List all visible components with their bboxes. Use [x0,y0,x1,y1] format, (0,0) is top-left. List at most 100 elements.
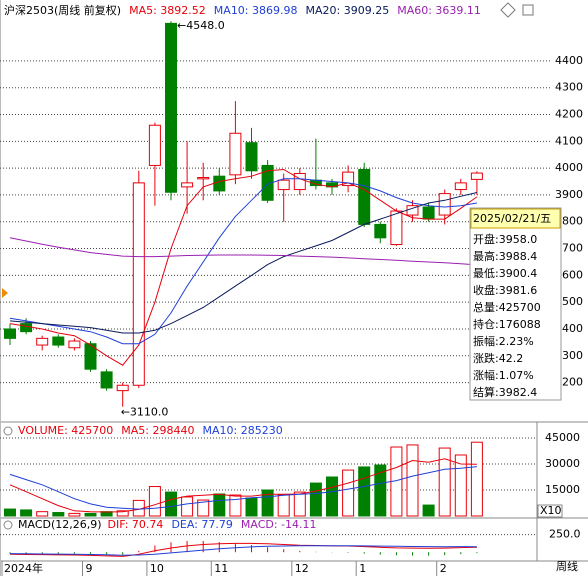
tooltip-row: 总量:425700 [473,300,541,314]
tooltip-row: 收盘:3981.6 [473,283,537,297]
y-tick-label: 45000 [545,431,580,444]
candle-body [422,206,435,220]
volume-bar [36,511,49,517]
volume-bar [52,512,65,517]
unit-box [537,504,563,518]
volume-bar [293,491,306,517]
y-tick-label: 4200 [555,108,583,121]
y-tick-label: 3900 [555,188,583,201]
legend-entry: MACD: -14.11 [241,518,317,531]
x-tick-label: 2024年 [4,561,43,575]
tooltip-row: 持仓:176088 [473,317,541,331]
ma-line [9,168,478,366]
period-label: 周线 [556,559,578,573]
volume-bar [438,447,451,517]
ma-line [9,192,478,334]
candle-body [197,177,210,180]
ma-line [9,466,477,510]
candle-body [470,172,483,180]
volume-bar [181,496,194,517]
volume-bar [470,441,483,517]
legend-entry: MA60: 3639.11 [397,4,481,17]
y-tick-label: 3500 [555,295,583,308]
min-annotation: ←3110.0 [121,406,169,419]
candle-body [229,132,242,176]
tooltip-box [469,207,562,401]
volume-bar [229,494,242,517]
tooltip-row: 最低:3900.4 [473,267,537,280]
legend-entry: MA5: 298440 [121,424,194,437]
volume-bar [84,512,97,517]
tooltip-row: 开盘:3958.0 [473,232,537,246]
tooltip-date-box [470,208,561,229]
icon-square[interactable] [522,4,534,16]
panel-title: MACD(12,26,9) [18,518,102,531]
marks: MA5: 3892.52 MA10: 3869.98 MA20: 3909.25 MA… [0,4,583,576]
ma-line [9,237,477,266]
candle-body [293,172,306,191]
volume-bar [68,512,81,517]
tooltip-row: 涨跌:42.2 [473,351,523,365]
panel-menu-icon[interactable] [3,520,13,530]
x-tick-label: 2 [440,562,447,575]
legend-entry: VOLUME: 425700 [18,424,113,437]
ma-line [9,545,477,556]
candle-body [36,337,49,346]
tooltip-row: 振幅:2.23% [473,334,534,348]
volume-bar [197,499,210,517]
volume-bar [277,494,290,517]
candle-body [68,340,81,349]
tooltip-row: 最高:3988.4 [473,249,537,263]
tooltip: 2025/02/21/五 开盘:3958.0 最高:3988.4 最低:3900.4… [469,207,562,401]
candle-body [454,182,467,191]
candle-body [390,210,403,246]
y-tick-label: 30000 [545,457,580,470]
x-tick-label: 10 [150,562,164,575]
volume-bar [374,464,387,517]
side-marker[interactable] [2,288,8,298]
tooltip-row: 结算:3982.4 [473,385,537,399]
y-tick-label: 15000 [545,483,580,496]
candle-body [84,343,97,370]
y-tick-label: 3700 [555,242,583,255]
candle-body [100,371,113,389]
candle-body [132,182,145,386]
y-tick-label: 4100 [555,134,583,147]
y-tick-label: 3200 [555,376,583,389]
x-tick-label: 11 [214,562,228,575]
volume-bar [342,469,355,517]
volume-bar [406,444,419,517]
volume-bar [116,510,129,517]
volume-bar [20,509,33,517]
y-tick-label: 3300 [555,349,583,362]
x-tick-label: 12 [295,562,309,575]
y-tick-label: 250.0 [549,528,581,541]
icon-diamond[interactable] [500,2,516,18]
y-tick-label: 4300 [555,81,583,94]
candle-body [165,22,177,193]
candle-body [438,193,451,216]
candle-body [358,168,371,225]
volume-bar [422,504,435,517]
y-tick-label: 3800 [555,215,583,228]
volume-bar [165,491,177,517]
legend-entry: DIF: 70.74 [108,518,164,531]
candle-body [148,124,161,166]
y-tick-label: 3400 [555,322,583,335]
chart-title: 沪深2503(周线 前复权) [4,3,121,17]
y-tick-label: 4400 [555,54,583,67]
legend-entry: DEA: 77.79 [171,518,232,531]
tooltip-row: 涨幅:1.07% [473,369,534,382]
candle-body [116,384,129,392]
legend-entry: MA10: 285230 [202,424,282,437]
candle-body [277,179,290,191]
panel-menu-icon[interactable] [3,426,13,436]
volume-bar [148,486,161,517]
legend-entry: MA20: 3909.25 [306,4,390,17]
ma-line [9,178,477,345]
volume-bar [261,489,274,517]
volume-bar [245,497,258,517]
candle-body [342,171,355,187]
ma-line [9,542,477,557]
